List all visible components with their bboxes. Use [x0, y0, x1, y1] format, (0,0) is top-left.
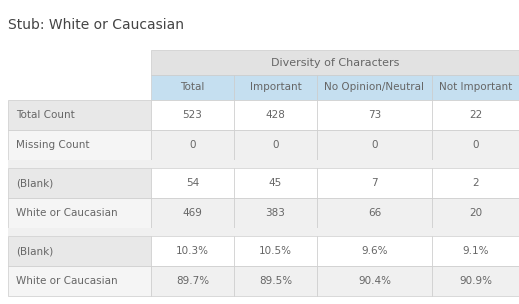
Text: No Opinion/Neutral: No Opinion/Neutral — [324, 82, 425, 92]
Text: White or Caucasian: White or Caucasian — [16, 276, 118, 286]
Bar — [432, 130, 519, 160]
Bar — [8, 266, 151, 296]
Text: 22: 22 — [469, 110, 482, 120]
Bar — [317, 266, 432, 296]
Bar — [8, 236, 151, 266]
Text: 428: 428 — [266, 110, 285, 120]
Bar — [317, 100, 432, 130]
Text: White or Caucasian: White or Caucasian — [16, 208, 118, 218]
Bar — [8, 75, 151, 100]
Text: (Blank): (Blank) — [16, 178, 53, 188]
Text: Missing Count: Missing Count — [16, 140, 89, 150]
Bar — [8, 160, 519, 168]
Text: 0: 0 — [371, 140, 378, 150]
Text: Not Important: Not Important — [439, 82, 512, 92]
Text: Important: Important — [250, 82, 302, 92]
Bar — [151, 236, 234, 266]
Bar — [8, 198, 151, 228]
Text: 20: 20 — [469, 208, 482, 218]
Text: 9.1%: 9.1% — [462, 246, 489, 256]
Text: 90.4%: 90.4% — [358, 276, 391, 286]
Bar — [432, 100, 519, 130]
Text: 0: 0 — [472, 140, 479, 150]
Text: (Blank): (Blank) — [16, 246, 53, 256]
Bar — [234, 75, 317, 100]
Text: Total Count: Total Count — [16, 110, 75, 120]
Text: 10.5%: 10.5% — [259, 246, 292, 256]
Text: Diversity of Characters: Diversity of Characters — [271, 57, 399, 67]
Bar — [432, 236, 519, 266]
Bar — [234, 100, 317, 130]
Text: 2: 2 — [472, 178, 479, 188]
Bar — [8, 228, 519, 236]
Text: 523: 523 — [183, 110, 202, 120]
Text: 89.7%: 89.7% — [176, 276, 209, 286]
Bar — [151, 100, 234, 130]
Text: 383: 383 — [266, 208, 285, 218]
Text: 469: 469 — [183, 208, 202, 218]
Text: 45: 45 — [269, 178, 282, 188]
Text: 7: 7 — [371, 178, 378, 188]
Bar — [317, 236, 432, 266]
Bar — [317, 168, 432, 198]
Bar — [234, 198, 317, 228]
Bar — [234, 130, 317, 160]
Bar — [151, 168, 234, 198]
Bar — [8, 100, 151, 130]
Text: Total: Total — [180, 82, 204, 92]
Bar — [317, 130, 432, 160]
Bar — [432, 198, 519, 228]
Bar — [317, 198, 432, 228]
Bar — [151, 198, 234, 228]
Bar — [151, 50, 519, 75]
Bar — [234, 236, 317, 266]
Bar — [8, 130, 151, 160]
Text: 10.3%: 10.3% — [176, 246, 209, 256]
Text: 66: 66 — [368, 208, 381, 218]
Text: 54: 54 — [186, 178, 199, 188]
Bar — [432, 266, 519, 296]
Text: 9.6%: 9.6% — [361, 246, 388, 256]
Text: Stub: White or Caucasian: Stub: White or Caucasian — [8, 18, 184, 32]
Bar — [234, 266, 317, 296]
Bar — [432, 75, 519, 100]
Text: 0: 0 — [189, 140, 196, 150]
Bar — [151, 75, 234, 100]
Text: 89.5%: 89.5% — [259, 276, 292, 286]
Bar — [151, 130, 234, 160]
Bar — [151, 266, 234, 296]
Bar — [317, 75, 432, 100]
Bar — [8, 50, 151, 75]
Text: 90.9%: 90.9% — [459, 276, 492, 286]
Bar — [234, 168, 317, 198]
Bar — [432, 168, 519, 198]
Text: 73: 73 — [368, 110, 381, 120]
Text: 0: 0 — [272, 140, 279, 150]
Bar — [8, 168, 151, 198]
